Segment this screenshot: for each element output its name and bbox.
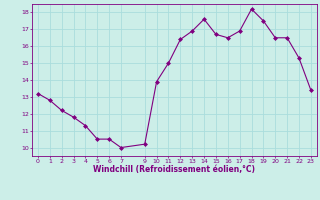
X-axis label: Windchill (Refroidissement éolien,°C): Windchill (Refroidissement éolien,°C) bbox=[93, 165, 255, 174]
